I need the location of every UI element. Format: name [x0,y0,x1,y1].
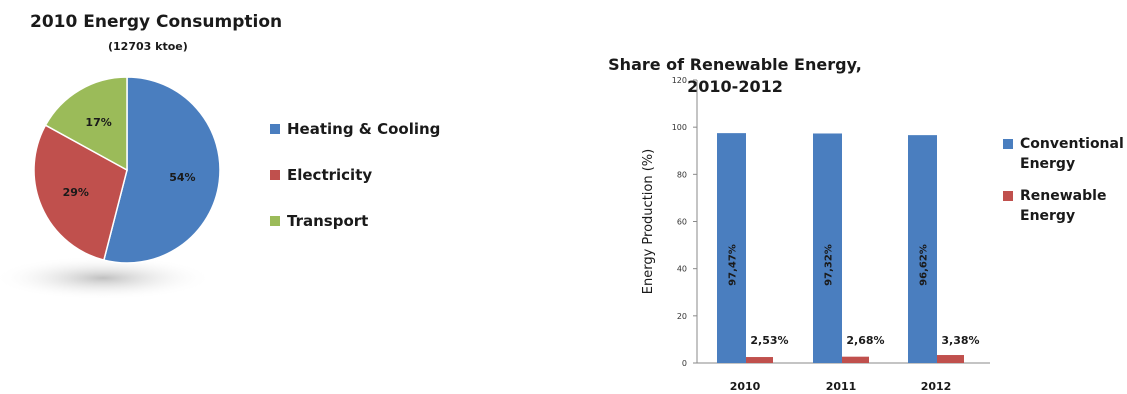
pie-legend-item-transport: Transport [270,198,440,244]
bar-label-conventional-2010: 97,47% [728,244,739,286]
bar-chart-title: Share of Renewable Energy, 2010-2012 [600,54,870,98]
pie-slice-label-transport: 17% [85,116,111,129]
pie-chart: 54% 29% 17% [0,76,221,300]
bar-renewable-2010 [746,357,773,363]
bar-label-renewable-2012: 3,38% [941,334,979,347]
y-tick-label-20: 20 [677,312,687,321]
bar-chart-title-line-2: 2010-2012 [687,77,783,96]
bar-conventional-2010 [717,133,746,363]
pie-legend-item-heating: Heating & Cooling [270,106,440,152]
pie-legend-label-electricity: Electricity [287,166,373,184]
x-tick-label-2012: 2012 [921,380,952,393]
y-tick-label-120: 120 [672,76,687,85]
bar-legend: Conventional Energy Renewable Energy [1003,134,1124,238]
bar-renewable-2012 [937,355,964,363]
pie-slice-transport [44,76,128,172]
bar-legend-label-conventional: Conventional Energy [1020,134,1124,174]
bar-legend-label-renewable: Renewable Energy [1020,186,1106,226]
pie-legend-swatch-transport [270,216,280,226]
pie-shadow [0,256,213,300]
pie-chart-panel: 2010 Energy Consumption (12703 ktoe) 54%… [0,0,560,394]
pie-legend-item-electricity: Electricity [270,152,440,198]
x-tick-label-2010: 2010 [730,380,761,393]
y-tick-label-80: 80 [677,170,687,179]
y-axis-label: Energy Production (%) [641,149,656,294]
y-tick-label-0: 0 [682,359,687,368]
pie-legend-label-heating: Heating & Cooling [287,120,441,138]
bar-legend-label-conventional-line-2: Energy [1020,156,1076,172]
pie-slice-label-heating-cooling: 54% [169,171,195,184]
bar-chart-title-line-1: Share of Renewable Energy, [608,55,862,74]
pie-legend-swatch-heating [270,124,280,134]
bar-legend-label-conventional-line-1: Conventional [1020,136,1124,152]
y-tick-label-40: 40 [677,265,687,274]
bar-legend-item-renewable: Renewable Energy [1003,186,1124,226]
bar-legend-swatch-conventional [1003,139,1013,149]
bar-label-renewable-2010: 2,53% [750,334,788,347]
bar-renewable-2011 [842,356,869,363]
bar-conventional-2011 [813,133,842,363]
bar-legend-item-conventional: Conventional Energy [1003,134,1124,174]
pie-slice-electricity [33,124,128,261]
pie-legend: Heating & Cooling Electricity Transport [270,106,440,244]
pie-slice-label-electricity: 29% [63,186,89,199]
pie-chart-subtitle: (12703 ktoe) [108,40,188,53]
pie-legend-label-transport: Transport [287,212,369,230]
y-tick-label-60: 60 [677,218,687,227]
bar-label-renewable-2011: 2,68% [846,334,884,347]
y-tick-label-100: 100 [672,123,687,132]
bar-legend-label-renewable-line-2: Energy [1020,208,1076,224]
bar-conventional-2012 [908,135,937,363]
bar-label-conventional-2012: 96,62% [919,244,930,286]
pie-chart-title: 2010 Energy Consumption [30,12,283,32]
bar-legend-swatch-renewable [1003,191,1013,201]
x-tick-label-2011: 2011 [826,380,857,393]
bar-label-conventional-2011: 97,32% [824,244,835,286]
pie-legend-swatch-electricity [270,170,280,180]
bar-legend-label-renewable-line-1: Renewable [1020,188,1107,204]
pie-slice-heating-cooling [102,76,221,264]
